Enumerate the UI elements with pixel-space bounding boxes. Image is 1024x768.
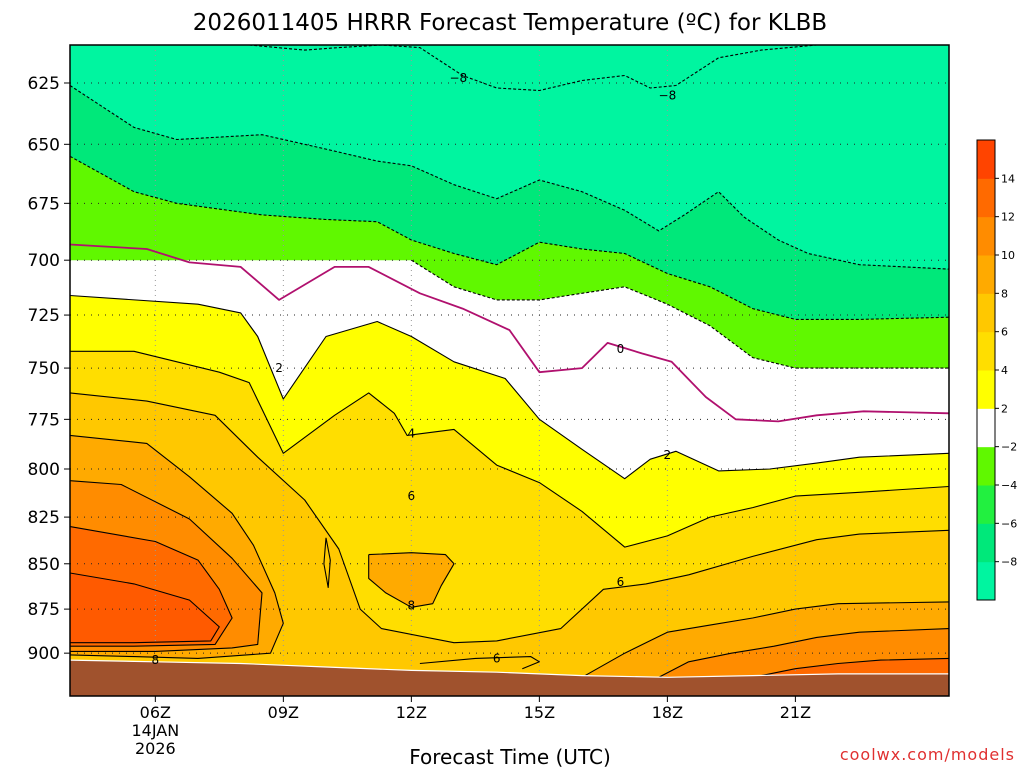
contour-iso-12-ground [752,657,949,678]
band-6-8 [70,392,949,696]
colorbar-label-12: 12 [1001,211,1015,224]
contour-iso-8-ground [581,601,949,678]
contour-label-9: 8 [408,599,416,613]
contour-label-3: 2 [275,361,283,375]
contour-iso-10 [70,480,263,652]
colorbar-swatch-8 [977,255,995,294]
contour-label-4: 2 [664,448,672,462]
y-tick-label-900: 900 [28,644,60,664]
contour-iso-sliver [323,537,331,589]
ground-fill [70,660,949,696]
y-tick-label-850: 850 [28,555,60,575]
contour-iso-m8 [249,45,817,92]
colorbar-label-4: 4 [1001,364,1008,377]
contour-iso-2 [70,294,949,480]
chart-title: 2026011405 HRRR Forecast Temperature (ºC… [193,10,827,36]
contour-iso-4 [70,350,949,548]
x-tick-year-06Z: 2026 [135,739,176,758]
colorbar-swatch-4 [977,408,995,448]
plot-area: −8 −8 0 2 2 4 6 6 6 8 8 [70,45,949,696]
x-tick-label-18Z: 18Z [652,703,683,722]
contour-lines [70,45,949,678]
contour-iso-6-ground [419,656,540,670]
colorbar-label-8: 8 [1001,287,1008,300]
colorbar-swatch-3 [977,446,995,486]
y-tick-label-750: 750 [28,359,60,379]
grid-lines [70,45,949,696]
y-tick-label-800: 800 [28,460,60,480]
contour-iso-m4 [70,155,949,320]
y-tick-label-875: 875 [28,600,60,620]
x-tick-label-15Z: 15Z [524,703,555,722]
colorbar-swatch-9 [977,216,995,256]
colorbar-swatch-6 [977,331,995,371]
colorbar-label--2: −2 [1001,441,1017,454]
plot-frame [69,44,950,697]
contour-label-7: 6 [617,575,625,589]
x-tick-label-06Z: 06Z [140,703,171,722]
colorbar-swatch-5 [977,370,995,409]
contour-label-10: 8 [152,653,160,667]
contour-labels: −8 −8 0 2 2 4 6 6 6 8 8 [152,71,677,667]
colorbar-swatch-11 [977,140,995,179]
y-axis: 625 650 675 700 725 750 775 800 825 850 875 900 [28,74,70,664]
y-tick-label-650: 650 [28,135,60,155]
ground-edge [70,659,949,678]
colorbar-legend: −8 −6 −4 −2 2 4 6 8 10 12 14 [976,139,1017,601]
colorbar-swatch-1 [977,523,995,563]
contour-iso-8-pocket [368,552,455,608]
contour-iso-m2 [411,259,949,369]
x-tick-label-21Z: 21Z [780,703,811,722]
y-tick-label-700: 700 [28,251,60,271]
colorbar-swatch-7 [977,293,995,333]
contour-iso-0 [70,243,949,423]
colorbar-label--4: −4 [1001,479,1017,492]
contour-iso-10-ground [658,628,949,678]
contour-iso-14 [70,572,220,644]
y-tick-label-675: 675 [28,194,60,214]
contour-iso-12 [70,526,233,647]
y-tick-label-825: 825 [28,508,60,528]
contour-label-2: 0 [617,342,625,356]
x-tick-label-09Z: 09Z [268,703,299,722]
colorbar-label--6: −6 [1001,517,1017,530]
colorbar-swatch-2 [977,485,995,524]
x-axis-label: Forecast Time (UTC) [409,745,611,768]
contour-iso-8 [70,434,284,659]
colorbar-label-14: 14 [1001,172,1015,185]
y-tick-label-625: 625 [28,74,60,94]
y-tick-label-775: 775 [28,410,60,430]
contour-iso-6 [70,392,949,644]
x-tick-date-06Z: 14JAN [131,721,179,740]
contour-label-5: 4 [408,426,416,440]
colorbar-swatch-10 [977,178,995,218]
colorbar-label-10: 10 [1001,249,1015,262]
colorbar-label-6: 6 [1001,326,1008,339]
colorbar-swatch-0 [977,561,995,601]
contour-label-6: 6 [408,489,416,503]
contour-iso-m6 [70,85,949,270]
colorbar-label-2: 2 [1001,402,1008,415]
contour-label-0: −8 [449,71,467,85]
contour-label-1: −8 [659,88,677,102]
contour-label-8: 6 [493,651,501,665]
y-tick-label-725: 725 [28,306,60,326]
core-14-16 [70,573,220,696]
credit-text: coolwx.com/models [840,745,1015,764]
ground-layer [70,659,949,696]
colorbar-label--8: −8 [1001,556,1017,569]
x-tick-label-12Z: 12Z [396,703,427,722]
